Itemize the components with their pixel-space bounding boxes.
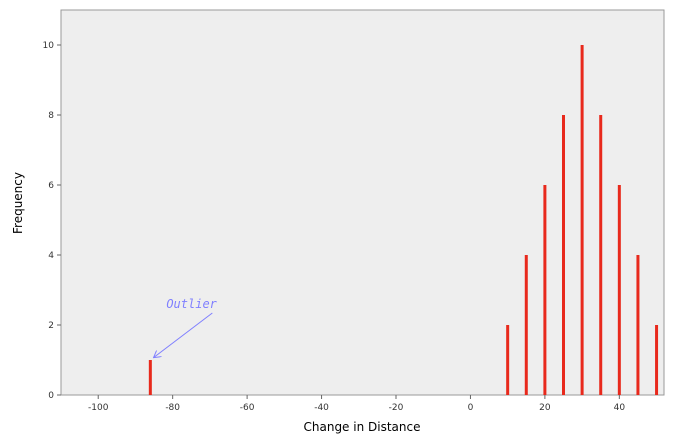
bar [599,115,603,395]
bar [148,360,152,395]
bar [506,325,510,395]
y-axis-ticks: 0 2 4 6 8 10 [43,41,61,401]
y-axis-title: Frequency [11,172,25,234]
x-tick-label: -40 [314,403,329,413]
x-tick-label: 20 [539,403,551,413]
bar [524,255,528,395]
bar [655,325,659,395]
bar [636,255,640,395]
plot-area [60,9,665,396]
x-tick-label: -60 [240,403,255,413]
y-tick-label: 2 [48,321,54,331]
bar [617,185,621,395]
x-tick-label: -20 [389,403,404,413]
y-tick-label: 6 [48,181,54,191]
annotations: Outlier [154,297,218,357]
x-tick-label: 40 [614,403,626,413]
x-tick-label: -100 [88,403,109,413]
bar [543,185,547,395]
outlier-annotation-arrow [154,312,213,357]
y-tick-label: 10 [43,41,55,51]
y-tick-label: 0 [48,391,54,401]
y-tick-label: 8 [48,111,54,121]
x-tick-label: 0 [468,403,474,413]
bar [562,115,565,395]
x-axis-ticks: -100 -80 -60 -40 -20 0 20 40 [88,395,625,413]
x-axis-title: Change in Distance [304,420,421,434]
outlier-annotation-label: Outlier [166,297,217,311]
y-tick-label: 4 [48,251,54,261]
bar [580,45,584,395]
bar-series [148,45,659,395]
x-tick-label: -80 [165,403,180,413]
